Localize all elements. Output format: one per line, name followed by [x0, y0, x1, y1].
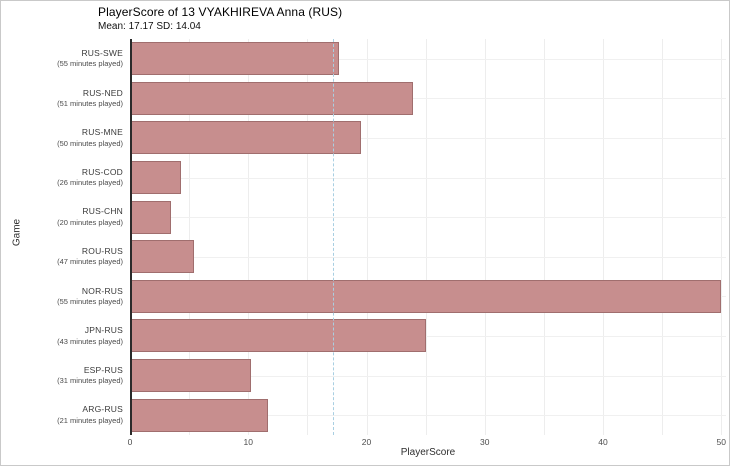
vertical-gridline — [248, 39, 250, 435]
bar-row — [130, 316, 726, 356]
x-tick-label: 0 — [127, 437, 133, 447]
horizontal-gridline — [130, 177, 726, 179]
game-name: RUS-COD — [81, 166, 123, 177]
horizontal-gridline — [130, 98, 726, 100]
bar-row — [130, 277, 726, 317]
mean-reference-line — [333, 39, 335, 435]
bar-row — [130, 39, 726, 79]
y-tick-label: RUS-NED (51 minutes played) — [1, 79, 123, 119]
horizontal-gridline — [130, 256, 726, 258]
game-name: ESP-RUS — [83, 364, 123, 375]
y-tick-label: JPN-RUS (43 minutes played) — [1, 316, 123, 356]
horizontal-gridline — [130, 137, 726, 139]
minutes-played: (21 minutes played) — [57, 415, 123, 425]
bar-row — [130, 356, 726, 396]
x-axis-title: PlayerScore — [400, 447, 456, 458]
bar-ESP-RUS — [130, 359, 251, 393]
y-tick-label: RUS-COD (26 minutes played) — [1, 158, 123, 198]
vertical-gridline — [189, 39, 191, 435]
vertical-gridline — [543, 39, 545, 435]
vertical-gridline — [307, 39, 309, 435]
y-tick-label: RUS-CHN (20 minutes played) — [1, 197, 123, 237]
bar-RUS-COD — [130, 161, 181, 195]
bar-JPN-RUS — [130, 319, 426, 353]
game-name: ROU-RUS — [81, 245, 123, 256]
game-name: RUS-SWE — [81, 48, 123, 58]
horizontal-gridline — [130, 58, 726, 60]
horizontal-gridline — [130, 375, 726, 377]
x-tick-label: 20 — [361, 437, 372, 447]
bar-RUS-MNE — [130, 121, 361, 155]
minutes-played: (55 minutes played) — [57, 59, 123, 69]
y-tick-label: RUS-MNE (50 minutes played) — [1, 118, 123, 158]
y-axis-line — [130, 39, 132, 435]
game-name: JPN-RUS — [84, 325, 123, 336]
bar-row — [130, 395, 726, 435]
bar-RUS-NED — [130, 81, 413, 115]
bar-row — [130, 158, 726, 198]
minutes-played: (26 minutes played) — [57, 178, 123, 188]
vertical-gridline — [662, 39, 664, 435]
chart-subtitle: Mean: 17.17 SD: 14.04 — [98, 21, 201, 32]
minutes-played: (20 minutes played) — [57, 217, 123, 227]
bar-ROU-RUS — [130, 240, 194, 274]
horizontal-gridline — [130, 335, 726, 337]
x-tick-label: 50 — [716, 437, 726, 447]
bar-rows — [130, 39, 726, 435]
game-name: RUS-MNE — [81, 127, 123, 138]
y-tick-label: ROU-RUS (47 minutes played) — [1, 237, 123, 277]
bar-row — [130, 197, 726, 237]
x-tick-label: 30 — [480, 437, 490, 447]
game-name: RUS-CHN — [82, 206, 123, 217]
minutes-played: (31 minutes played) — [57, 376, 123, 386]
vertical-gridline — [721, 39, 723, 435]
minutes-played: (51 minutes played) — [57, 99, 123, 109]
game-name: ARG-RUS — [82, 404, 123, 415]
minutes-played: (55 minutes played) — [57, 297, 123, 307]
bar-RUS-CHN — [130, 200, 172, 234]
bar-NOR-RUS — [130, 279, 722, 313]
game-name: NOR-RUS — [81, 285, 123, 296]
vertical-gridline — [484, 39, 486, 435]
bar-ARG-RUS — [130, 398, 269, 432]
y-axis-labels: RUS-SWE (55 minutes played) RUS-NED (51 min… — [1, 39, 123, 435]
x-tick-label: 40 — [598, 437, 608, 447]
minutes-played: (50 minutes played) — [57, 138, 123, 148]
plot-panel — [130, 39, 726, 435]
chart-title: PlayerScore of 13 VYAKHIREVA Anna (RUS) — [98, 5, 343, 19]
bar-row — [130, 237, 726, 277]
minutes-played: (47 minutes played) — [57, 257, 123, 267]
x-axis-tick-labels: 0 10 20 30 40 50 — [127, 437, 726, 449]
vertical-gridline — [366, 39, 368, 435]
bar-row — [130, 118, 726, 158]
horizontal-gridline — [130, 415, 726, 417]
y-tick-label: ARG-RUS (21 minutes played) — [1, 395, 123, 435]
vertical-gridline — [603, 39, 605, 435]
bar-RUS-SWE — [130, 42, 340, 76]
y-tick-label: ESP-RUS (31 minutes played) — [1, 356, 123, 396]
game-name: RUS-NED — [82, 87, 123, 98]
bar-row — [130, 79, 726, 119]
vertical-gridline — [425, 39, 427, 435]
horizontal-gridline — [130, 217, 726, 219]
y-tick-label: RUS-SWE (55 minutes played) — [1, 39, 123, 79]
x-tick-label: 10 — [243, 437, 253, 447]
y-tick-label: NOR-RUS (55 minutes played) — [1, 277, 123, 317]
minutes-played: (43 minutes played) — [57, 336, 123, 346]
